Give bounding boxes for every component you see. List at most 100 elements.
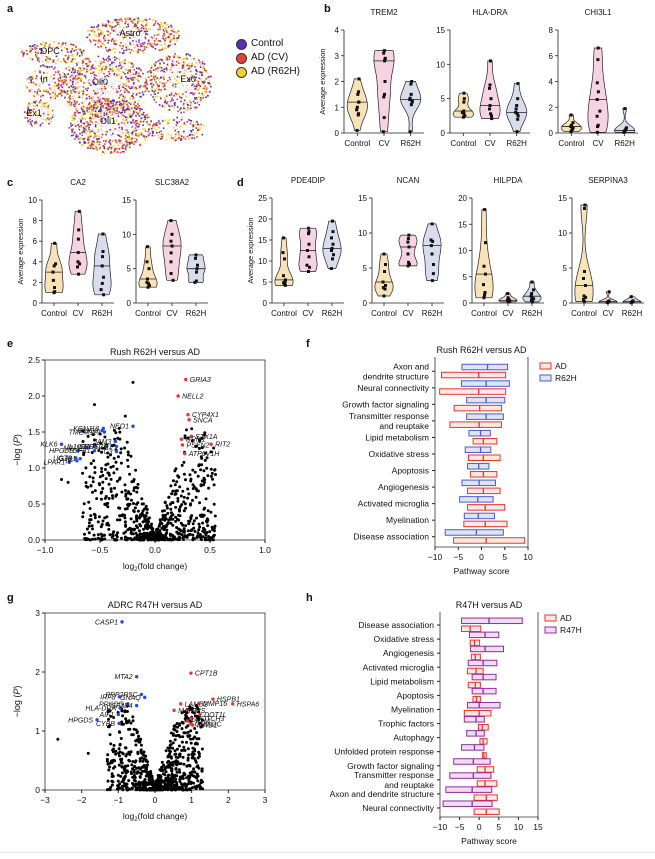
pathway-label: and reuptake bbox=[379, 421, 429, 431]
tsne-point bbox=[167, 26, 170, 28]
tsne-point bbox=[133, 36, 135, 39]
tsne-point bbox=[98, 118, 101, 121]
tsne-point bbox=[91, 143, 93, 146]
tsne-point bbox=[79, 137, 82, 140]
tsne-point bbox=[145, 114, 147, 116]
tsne-point bbox=[61, 94, 63, 97]
gene-label-ugt8: UGT8 bbox=[53, 455, 72, 462]
gene-point bbox=[183, 434, 187, 438]
tsne-point bbox=[103, 108, 105, 110]
tsne-point bbox=[174, 123, 176, 126]
y-tick-label: 8 bbox=[549, 26, 554, 35]
tsne-point bbox=[35, 118, 37, 120]
tsne-point bbox=[82, 111, 84, 114]
tsne-point bbox=[99, 112, 102, 115]
gene-point bbox=[115, 787, 119, 791]
gene-point bbox=[180, 533, 184, 537]
gene-point bbox=[110, 775, 114, 778]
tsne-point bbox=[122, 36, 125, 39]
tsne-point bbox=[110, 106, 112, 108]
tsne-point bbox=[84, 128, 87, 131]
gene-point bbox=[119, 774, 123, 778]
gene-point bbox=[124, 746, 128, 750]
y-tick-label: 5 bbox=[563, 264, 568, 273]
tsne-point bbox=[41, 49, 43, 51]
tsne-point bbox=[52, 78, 55, 81]
tsne-point bbox=[142, 120, 145, 123]
tsne-point bbox=[74, 77, 76, 80]
tsne-point bbox=[183, 131, 185, 134]
gene-label-nell2: NELL2 bbox=[182, 394, 204, 401]
gene-point bbox=[187, 735, 190, 739]
tsne-point bbox=[100, 115, 102, 118]
tsne-point bbox=[116, 19, 118, 21]
tsne-point bbox=[105, 58, 107, 61]
tsne-point bbox=[132, 43, 135, 46]
x-tick-label: Control bbox=[571, 309, 597, 318]
tsne-point bbox=[170, 137, 173, 139]
x-tick-label: −3 bbox=[40, 795, 50, 805]
tsne-point bbox=[111, 70, 113, 72]
tsne-point bbox=[133, 108, 136, 110]
tsne-point bbox=[132, 36, 134, 38]
gene-point bbox=[99, 441, 102, 445]
data-point bbox=[406, 252, 410, 256]
gene-label-neo1: NEO1 bbox=[110, 424, 129, 431]
tsne-point bbox=[203, 87, 205, 90]
tsne-point bbox=[64, 61, 67, 64]
data-point bbox=[330, 249, 333, 252]
tsne-point bbox=[91, 30, 93, 32]
data-point bbox=[490, 114, 493, 118]
tsne-point bbox=[179, 98, 181, 100]
y-tick-label: 2 bbox=[335, 78, 340, 87]
tsne-point bbox=[205, 87, 208, 89]
tsne-point bbox=[57, 60, 59, 62]
tsne-point bbox=[145, 46, 148, 48]
gene-point bbox=[174, 505, 178, 509]
tsne-point bbox=[131, 79, 133, 81]
tsne-point bbox=[102, 57, 105, 60]
data-point bbox=[100, 264, 104, 268]
tsne-point bbox=[142, 111, 145, 114]
tsne-point bbox=[141, 45, 143, 47]
tsne-point bbox=[182, 105, 185, 107]
tsne-point bbox=[104, 103, 106, 105]
gene-point bbox=[191, 483, 195, 487]
gene-point bbox=[137, 734, 141, 738]
chart-title: NCAN bbox=[397, 176, 420, 185]
tsne-point bbox=[103, 112, 106, 114]
tsne-point bbox=[124, 22, 126, 25]
tsne-point bbox=[34, 114, 37, 116]
gene-point bbox=[144, 782, 148, 786]
tsne-point bbox=[100, 70, 103, 72]
gene-point bbox=[133, 527, 137, 531]
tsne-point bbox=[110, 146, 113, 149]
gene-point bbox=[139, 514, 143, 518]
tsne-point bbox=[208, 80, 211, 82]
tsne-point bbox=[197, 82, 200, 85]
tsne-point bbox=[173, 82, 175, 85]
tsne-point bbox=[99, 40, 102, 43]
tsne-point bbox=[173, 31, 176, 33]
gene-point bbox=[88, 507, 92, 510]
tsne-point bbox=[110, 85, 113, 88]
tsne-point bbox=[127, 91, 129, 93]
tsne-point bbox=[124, 91, 126, 93]
tsne-point bbox=[46, 117, 49, 120]
tsne-point bbox=[121, 126, 123, 129]
tsne-point bbox=[143, 116, 146, 119]
tsne-point bbox=[122, 37, 125, 40]
tsne-point bbox=[48, 84, 50, 86]
tsne-point bbox=[144, 28, 147, 31]
tsne-point bbox=[86, 130, 89, 133]
tsne-point bbox=[35, 55, 38, 57]
violin-control bbox=[274, 237, 294, 286]
gene-point bbox=[81, 511, 85, 515]
tsne-point bbox=[45, 56, 48, 58]
gene-point bbox=[111, 496, 115, 500]
gene-point bbox=[186, 487, 190, 491]
gene-point bbox=[194, 495, 198, 499]
tsne-point bbox=[118, 140, 121, 142]
tsne-point bbox=[64, 80, 66, 83]
tsne-point bbox=[165, 102, 168, 105]
